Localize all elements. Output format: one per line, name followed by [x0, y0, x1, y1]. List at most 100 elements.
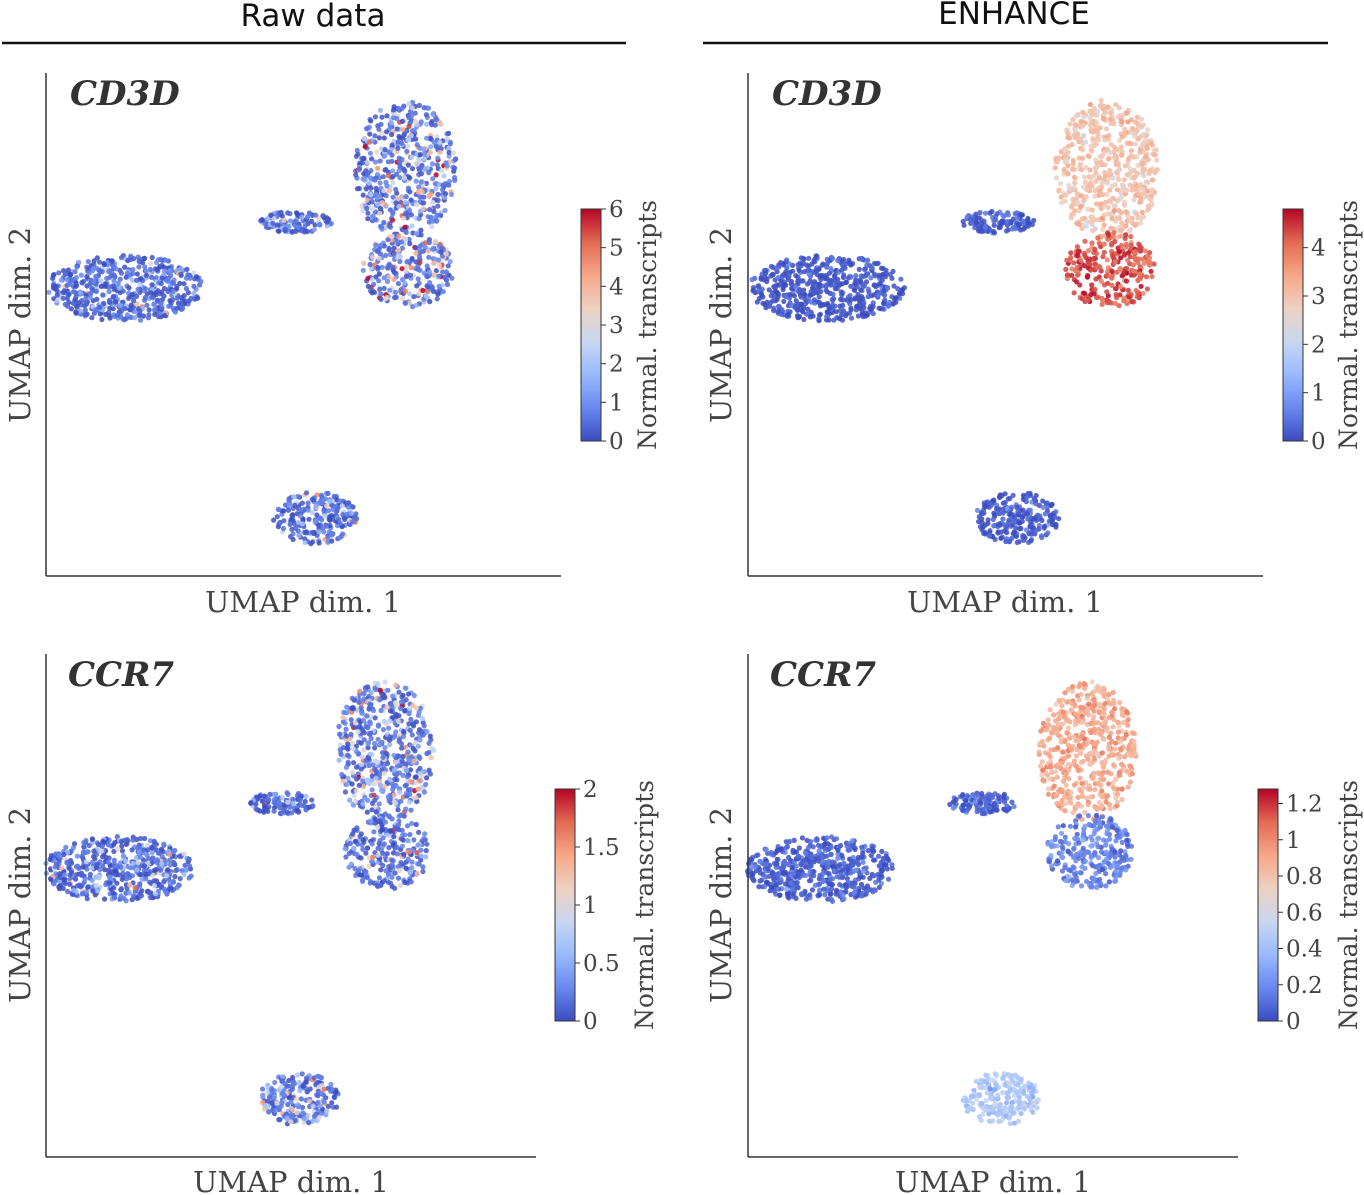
data-point	[279, 213, 285, 219]
data-point	[343, 854, 349, 860]
data-point	[398, 836, 404, 842]
data-point	[174, 867, 180, 873]
data-point	[1065, 135, 1071, 141]
data-point	[431, 208, 437, 215]
data-point	[354, 764, 360, 770]
data-point	[396, 868, 403, 874]
data-point	[363, 850, 369, 856]
data-point	[154, 266, 160, 272]
data-point	[392, 885, 398, 891]
data-point	[362, 144, 368, 150]
data-point	[428, 754, 434, 761]
data-point	[387, 708, 393, 714]
data-point	[427, 771, 433, 777]
data-point	[424, 775, 430, 781]
data-point	[395, 718, 401, 725]
data-point	[979, 527, 985, 533]
data-point	[392, 825, 398, 831]
data-point	[1102, 109, 1108, 115]
data-point	[1074, 244, 1080, 250]
data-point	[1100, 116, 1106, 122]
data-point	[131, 893, 137, 899]
data-point	[323, 1112, 329, 1118]
data-point	[434, 162, 440, 168]
data-point	[136, 849, 142, 855]
data-point	[298, 1096, 304, 1102]
data-point	[805, 306, 811, 312]
data-point	[111, 848, 117, 855]
data-point	[991, 497, 997, 503]
data-point	[1040, 498, 1046, 504]
data-point	[348, 717, 354, 723]
data-point	[1131, 174, 1138, 180]
data-point	[96, 841, 102, 848]
data-point	[856, 266, 862, 272]
data-point	[302, 228, 308, 234]
data-point	[411, 294, 417, 300]
data-point	[351, 845, 357, 851]
data-point	[119, 843, 125, 849]
data-point	[351, 827, 357, 834]
data-point	[285, 223, 291, 229]
data-point	[1009, 535, 1015, 542]
data-point	[381, 219, 387, 226]
data-point	[424, 729, 430, 735]
data-point	[390, 194, 396, 200]
data-point	[360, 192, 366, 198]
data-point	[1117, 233, 1123, 239]
data-point	[279, 795, 286, 801]
data-point	[391, 841, 397, 847]
data-point	[299, 521, 306, 527]
data-point	[415, 842, 421, 848]
data-point	[1092, 261, 1098, 267]
data-point	[395, 864, 401, 870]
data-point	[421, 150, 428, 156]
data-point	[361, 136, 367, 142]
data-point	[1017, 520, 1023, 526]
data-point	[416, 216, 422, 222]
data-point	[91, 278, 97, 284]
data-point	[1133, 119, 1139, 125]
data-point	[417, 243, 423, 249]
data-point	[371, 781, 377, 787]
data-point	[174, 283, 180, 290]
data-point	[366, 755, 372, 761]
data-point	[822, 276, 828, 282]
data-point	[1095, 235, 1101, 241]
data-point	[410, 721, 416, 727]
data-point	[423, 112, 429, 118]
data-point	[365, 684, 371, 690]
data-point	[79, 872, 85, 878]
data-point	[1104, 191, 1110, 197]
data-point	[331, 493, 337, 499]
data-point	[127, 890, 133, 896]
data-point	[150, 872, 156, 878]
data-point	[427, 135, 433, 141]
data-point	[149, 282, 155, 288]
data-point	[350, 770, 356, 776]
data-point	[1139, 116, 1145, 122]
data-point	[88, 290, 94, 296]
data-point	[775, 274, 782, 281]
data-point	[123, 858, 129, 864]
data-point	[301, 803, 307, 809]
data-point	[795, 315, 802, 321]
data-point	[91, 853, 97, 860]
data-point	[1062, 146, 1068, 152]
data-point	[370, 254, 376, 260]
data-point	[271, 517, 277, 523]
data-point	[415, 276, 421, 282]
data-point	[344, 511, 350, 517]
data-point	[345, 500, 352, 506]
data-point	[770, 298, 776, 304]
data-point	[348, 510, 354, 517]
data-point	[153, 306, 159, 312]
data-point	[1128, 169, 1134, 175]
data-point	[142, 286, 148, 292]
data-point	[302, 223, 308, 229]
data-point	[349, 519, 355, 525]
data-point	[358, 855, 364, 861]
data-point	[61, 876, 67, 882]
